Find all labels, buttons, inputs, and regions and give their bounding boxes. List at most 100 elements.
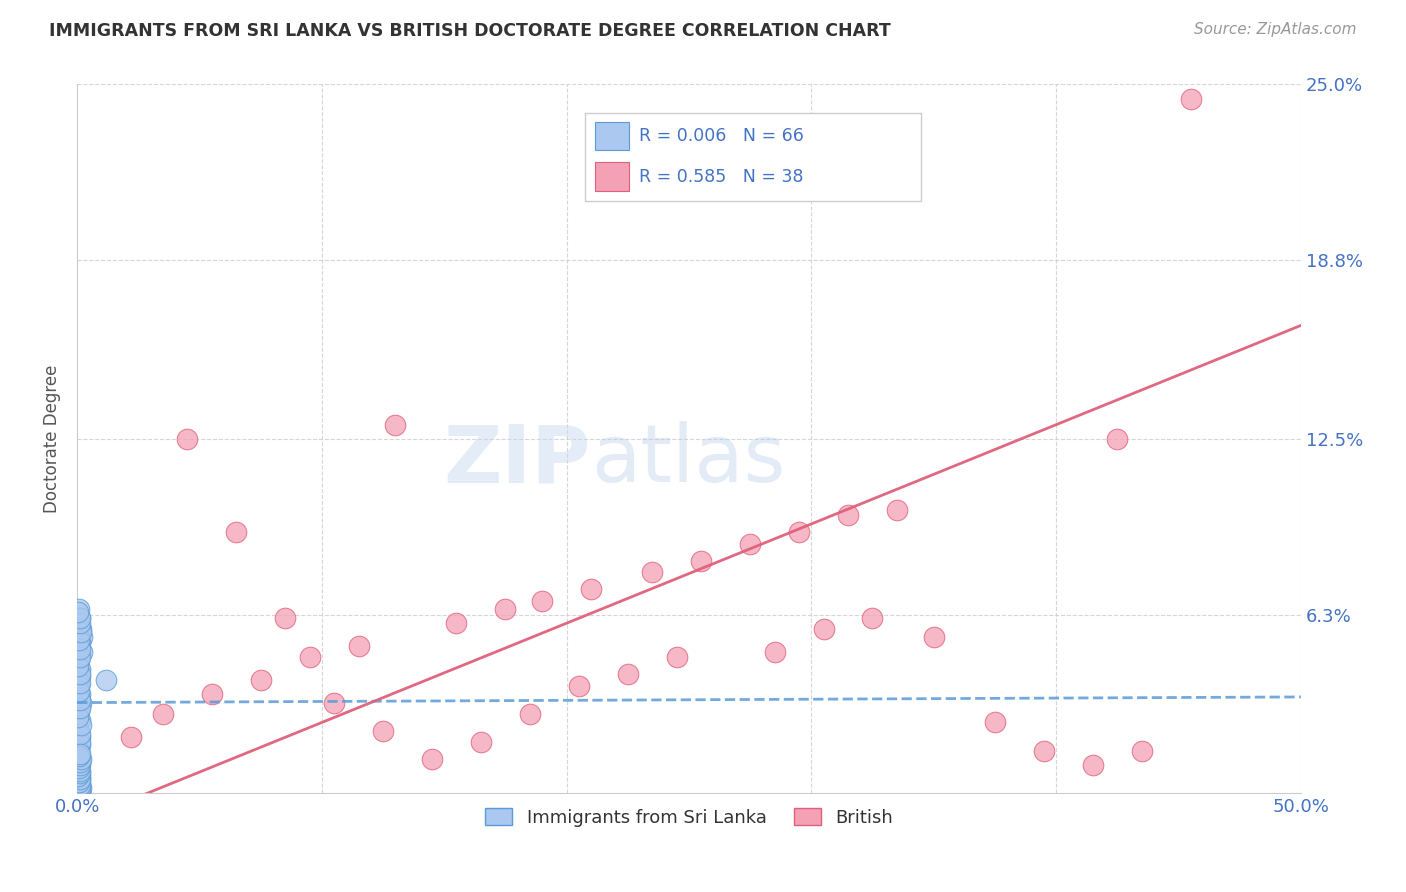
Point bbox=[69, 735, 91, 749]
Point bbox=[67, 775, 90, 789]
Point bbox=[922, 631, 945, 645]
Point bbox=[67, 710, 90, 724]
Point bbox=[67, 616, 90, 631]
Point bbox=[69, 755, 91, 769]
Point bbox=[787, 525, 810, 540]
Point bbox=[665, 650, 688, 665]
Point bbox=[69, 650, 91, 665]
Point bbox=[69, 718, 91, 732]
Point bbox=[347, 639, 370, 653]
Point bbox=[69, 624, 91, 639]
Point bbox=[69, 701, 91, 715]
Point bbox=[616, 667, 638, 681]
Point bbox=[67, 679, 90, 693]
Point bbox=[1032, 744, 1054, 758]
Point bbox=[69, 622, 91, 636]
Point bbox=[70, 631, 93, 645]
Point bbox=[813, 622, 835, 636]
Point bbox=[984, 715, 1007, 730]
Point bbox=[69, 747, 91, 761]
Point bbox=[69, 778, 91, 792]
Point bbox=[69, 783, 91, 797]
Point bbox=[470, 735, 492, 749]
Point bbox=[69, 780, 91, 795]
Point bbox=[1130, 744, 1153, 758]
Point bbox=[740, 537, 762, 551]
Point bbox=[249, 673, 271, 687]
Point bbox=[67, 747, 90, 761]
Point bbox=[67, 653, 90, 667]
Point bbox=[69, 780, 91, 795]
Point bbox=[690, 554, 713, 568]
Point bbox=[67, 633, 90, 648]
Point bbox=[69, 758, 91, 772]
Point bbox=[1180, 92, 1202, 106]
Point bbox=[69, 622, 91, 636]
Point bbox=[69, 610, 91, 624]
Point bbox=[886, 503, 908, 517]
Point bbox=[70, 696, 93, 710]
Point bbox=[568, 679, 591, 693]
Point bbox=[67, 605, 90, 619]
Point bbox=[176, 432, 198, 446]
Point bbox=[384, 417, 406, 432]
Point bbox=[69, 752, 91, 766]
Point bbox=[69, 692, 91, 706]
Point bbox=[67, 761, 90, 775]
Point bbox=[69, 675, 91, 690]
Point bbox=[420, 752, 443, 766]
Point bbox=[67, 749, 90, 764]
Point bbox=[69, 772, 91, 787]
Point bbox=[494, 602, 516, 616]
Point bbox=[69, 610, 91, 624]
Point bbox=[120, 730, 142, 744]
Point bbox=[371, 723, 394, 738]
Point bbox=[862, 610, 884, 624]
Point bbox=[274, 610, 297, 624]
Legend: Immigrants from Sri Lanka, British: Immigrants from Sri Lanka, British bbox=[478, 801, 900, 834]
Point bbox=[298, 650, 321, 665]
Point bbox=[67, 783, 90, 797]
Point bbox=[67, 704, 90, 718]
Point bbox=[69, 727, 91, 741]
Point bbox=[96, 673, 118, 687]
Point bbox=[1107, 432, 1129, 446]
Point bbox=[67, 761, 90, 775]
Point bbox=[201, 687, 224, 701]
Text: IMMIGRANTS FROM SRI LANKA VS BRITISH DOCTORATE DEGREE CORRELATION CHART: IMMIGRANTS FROM SRI LANKA VS BRITISH DOC… bbox=[49, 22, 891, 40]
Point bbox=[67, 684, 90, 698]
Point bbox=[69, 778, 91, 792]
Point bbox=[69, 670, 91, 684]
Point bbox=[67, 658, 90, 673]
Point bbox=[69, 667, 91, 681]
Point bbox=[69, 641, 91, 656]
Point bbox=[641, 565, 664, 579]
Point bbox=[67, 602, 90, 616]
Point bbox=[69, 730, 91, 744]
Point bbox=[579, 582, 602, 597]
Point bbox=[69, 616, 91, 631]
Text: atlas: atlas bbox=[591, 421, 786, 500]
Point bbox=[69, 786, 91, 800]
Point bbox=[69, 752, 91, 766]
Point bbox=[69, 662, 91, 676]
Point bbox=[69, 766, 91, 780]
Point bbox=[69, 764, 91, 778]
Point bbox=[519, 706, 541, 721]
Point bbox=[152, 706, 174, 721]
Text: Source: ZipAtlas.com: Source: ZipAtlas.com bbox=[1194, 22, 1357, 37]
Point bbox=[446, 616, 468, 631]
Point bbox=[69, 738, 91, 752]
Point bbox=[67, 721, 90, 735]
Point bbox=[1081, 758, 1104, 772]
Point bbox=[67, 744, 90, 758]
Point bbox=[69, 769, 91, 783]
Point bbox=[69, 772, 91, 787]
Point bbox=[69, 775, 91, 789]
Point bbox=[531, 593, 554, 607]
Point bbox=[67, 769, 90, 783]
Point bbox=[69, 713, 91, 727]
Point bbox=[225, 525, 247, 540]
Point bbox=[69, 687, 91, 701]
Point bbox=[69, 755, 91, 769]
